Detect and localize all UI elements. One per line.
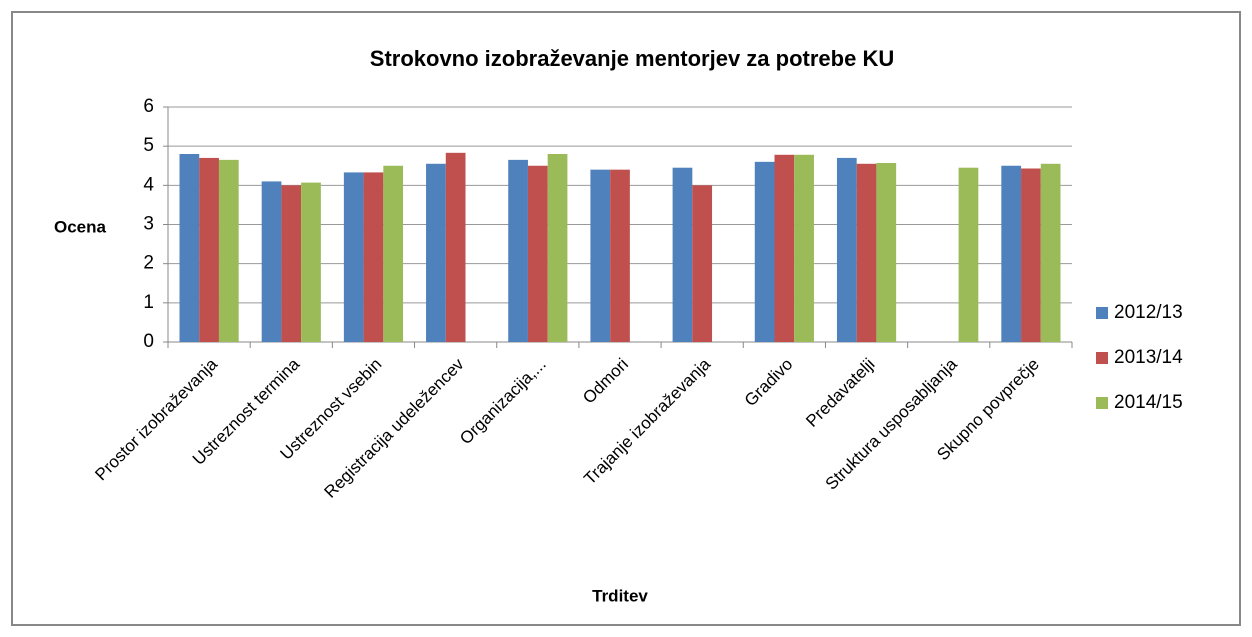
bar — [261, 181, 282, 342]
bar — [199, 157, 219, 342]
legend-swatch — [1096, 397, 1108, 409]
bar — [383, 165, 404, 342]
bar — [672, 167, 693, 342]
bar — [508, 159, 528, 342]
bar — [1040, 163, 1061, 342]
bar — [1001, 165, 1022, 342]
bar — [774, 154, 795, 342]
y-axis-label: Ocena — [54, 217, 107, 236]
bar — [281, 185, 302, 342]
y-tick-label: 5 — [143, 135, 154, 156]
bar — [445, 152, 466, 342]
bar — [754, 161, 775, 342]
legend-label: 2013/14 — [1114, 347, 1183, 368]
bar — [301, 182, 321, 342]
legend-swatch — [1096, 307, 1108, 319]
bar — [836, 157, 857, 342]
legend-label: 2012/13 — [1114, 302, 1183, 323]
legend-label: 2014/15 — [1114, 392, 1183, 413]
bar — [1021, 168, 1041, 342]
x-axis-label: Trditev — [592, 586, 648, 605]
bar — [692, 185, 713, 342]
legend-swatch — [1096, 352, 1108, 364]
bar — [590, 169, 611, 342]
y-tick-label: 0 — [143, 331, 154, 352]
bar — [426, 163, 446, 342]
bar — [218, 159, 239, 342]
bar — [794, 154, 814, 342]
bar — [547, 154, 568, 342]
bar — [527, 165, 548, 342]
bar — [343, 172, 364, 342]
bar — [363, 172, 384, 342]
bar — [179, 154, 200, 342]
bar — [876, 163, 897, 342]
y-tick-label: 1 — [143, 292, 154, 313]
bar — [958, 167, 979, 342]
y-tick-label: 6 — [143, 96, 154, 117]
y-tick-label: 4 — [143, 174, 154, 195]
bar — [610, 169, 630, 342]
y-tick-label: 2 — [143, 253, 154, 274]
chart-title: Strokovno izobraževanje mentorjev za pot… — [370, 46, 894, 71]
y-tick-label: 3 — [143, 214, 154, 235]
bar — [856, 163, 877, 342]
